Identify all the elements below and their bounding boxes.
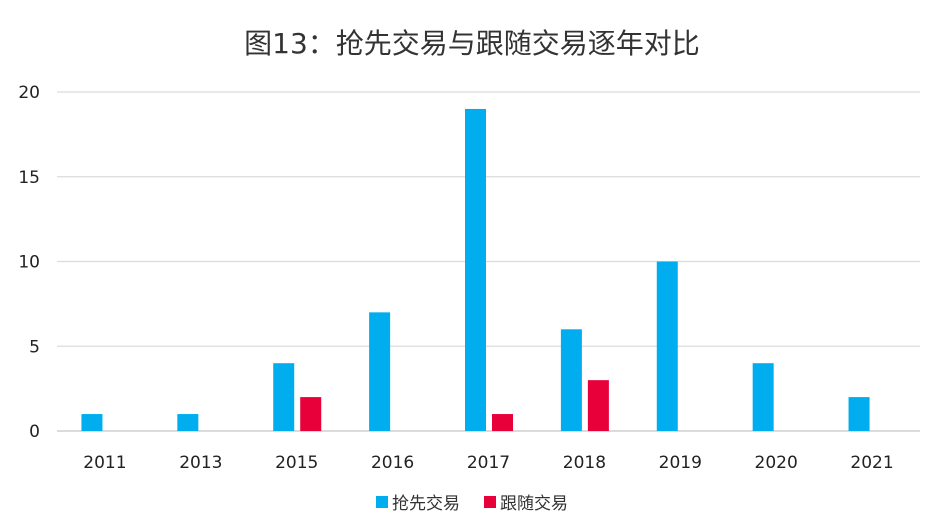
bar-series-1 bbox=[752, 363, 774, 431]
y-tick-label: 5 bbox=[29, 337, 40, 357]
y-tick-label: 0 bbox=[29, 422, 40, 442]
chart-title: 图13：抢先交易与跟随交易逐年对比 bbox=[244, 27, 700, 60]
x-tick-label: 2013 bbox=[179, 453, 222, 473]
x-tick-label: 2019 bbox=[659, 453, 702, 473]
bar-series-1 bbox=[465, 108, 486, 431]
x-tick-label: 2011 bbox=[83, 453, 126, 473]
y-tick-label: 10 bbox=[18, 253, 40, 273]
x-tick-label: 2017 bbox=[467, 453, 510, 473]
legend-swatch bbox=[376, 496, 388, 508]
x-tick-label: 2015 bbox=[275, 453, 318, 473]
x-tick-label: 2021 bbox=[850, 453, 893, 473]
bar-series-1 bbox=[656, 261, 678, 431]
bar-series-1 bbox=[273, 363, 295, 431]
bar-series-1 bbox=[848, 397, 870, 431]
legend-swatch bbox=[484, 496, 496, 508]
y-tick-label: 15 bbox=[18, 168, 40, 188]
legend-label: 跟随交易 bbox=[500, 494, 568, 514]
x-tick-label: 2018 bbox=[563, 453, 606, 473]
bar-series-2 bbox=[492, 414, 513, 431]
bar-series-1 bbox=[177, 414, 199, 431]
legend-label: 抢先交易 bbox=[392, 494, 460, 514]
bar-series-1 bbox=[369, 312, 391, 431]
x-tick-label: 2016 bbox=[371, 453, 414, 473]
x-tick-label: 2020 bbox=[755, 453, 798, 473]
bar-series-2 bbox=[300, 397, 322, 431]
bar-series-1 bbox=[81, 414, 103, 431]
bar-series-2 bbox=[587, 380, 609, 431]
bar-series-1 bbox=[560, 329, 582, 431]
y-tick-label: 20 bbox=[18, 83, 40, 103]
